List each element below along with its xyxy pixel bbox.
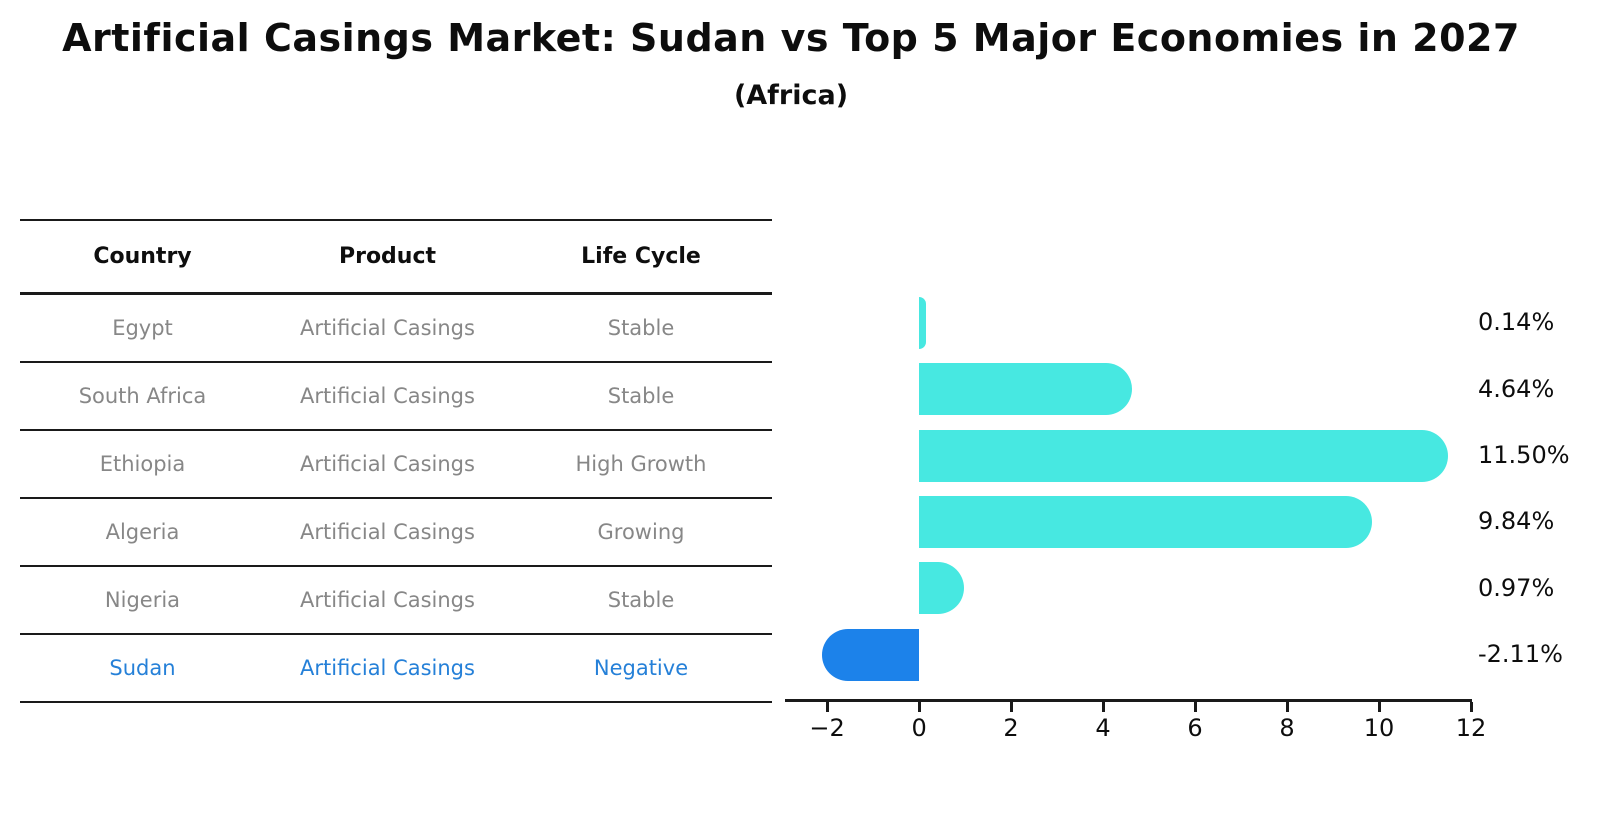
page-subtitle: (Africa) (733, 80, 849, 111)
table-row: Algeria Artificial Casings Growing (20, 498, 772, 567)
x-tick-label: 0 (911, 714, 927, 742)
country-cell: Sudan (20, 634, 265, 703)
country-cell: South Africa (20, 362, 265, 431)
country-cell: Nigeria (20, 566, 265, 635)
product-cell: Artificial Casings (265, 293, 510, 363)
bar-value-label: 4.64% (1478, 374, 1555, 403)
bar-row-algeria (788, 489, 1471, 555)
bar-row-sudan (788, 622, 1471, 688)
table-row: Egypt Artificial Casings Stable (20, 293, 772, 363)
x-tick (1101, 702, 1105, 712)
life-cycle-cell: Stable (510, 362, 772, 431)
bar-row-egypt (788, 290, 1471, 356)
x-tick-label: 10 (1363, 714, 1395, 742)
bar-value-label: -2.11% (1478, 639, 1563, 668)
x-axis-line (785, 699, 1472, 702)
x-tick-label: 6 (1187, 714, 1203, 742)
column-header-life-cycle: Life Cycle (510, 219, 772, 295)
x-tick-label: 12 (1455, 714, 1487, 742)
product-cell: Artificial Casings (265, 566, 510, 635)
country-table: Country Product Life Cycle Egypt Artificial… (20, 219, 772, 703)
product-cell: Artificial Casings (265, 634, 510, 703)
x-tick-label: −2 (809, 714, 845, 742)
x-tick (1377, 702, 1381, 712)
bar-nigeria (919, 562, 964, 615)
column-header-product: Product (265, 219, 510, 295)
bar-value-label: 11.50% (1478, 440, 1570, 469)
bar-row-south-africa (788, 356, 1471, 422)
table-row: South Africa Artificial Casings Stable (20, 362, 772, 431)
table-row: Nigeria Artificial Casings Stable (20, 566, 772, 635)
life-cycle-cell: Stable (510, 293, 772, 363)
x-tick-label: 2 (1003, 714, 1019, 742)
x-tick-label: 8 (1279, 714, 1295, 742)
bar-ethiopia (919, 429, 1448, 482)
country-table-header: Country Product Life Cycle (20, 219, 772, 295)
product-cell: Artificial Casings (265, 430, 510, 499)
x-tick (1193, 702, 1197, 712)
life-cycle-cell: High Growth (510, 430, 772, 499)
bar-sudan (822, 628, 920, 681)
product-cell: Artificial Casings (265, 362, 510, 431)
bar-value-label: 9.84% (1478, 507, 1555, 536)
x-tick (1469, 702, 1473, 712)
bar-row-nigeria (788, 555, 1471, 621)
bar-south-africa (919, 363, 1133, 416)
column-header-country: Country (20, 219, 265, 295)
bar-value-label: 0.97% (1478, 573, 1555, 602)
x-tick-label: 4 (1095, 714, 1111, 742)
country-cell: Algeria (20, 498, 265, 567)
life-cycle-cell: Stable (510, 566, 772, 635)
bar-row-ethiopia (788, 423, 1471, 489)
country-cell: Egypt (20, 293, 265, 363)
x-tick (917, 702, 921, 712)
x-tick (1009, 702, 1013, 712)
bar-chart-plot-area (788, 290, 1471, 688)
country-cell: Ethiopia (20, 430, 265, 499)
table-row: Sudan Artificial Casings Negative (20, 634, 772, 703)
bar-algeria (919, 496, 1372, 549)
bar-value-label: 0.14% (1478, 308, 1555, 337)
x-tick (1285, 702, 1289, 712)
x-tick (825, 702, 829, 712)
life-cycle-cell: Growing (510, 498, 772, 567)
life-cycle-cell: Negative (510, 634, 772, 703)
table-row: Ethiopia Artificial Casings High Growth (20, 430, 772, 499)
bar-egypt (919, 297, 926, 350)
product-cell: Artificial Casings (265, 498, 510, 567)
page-title: Artificial Casings Market: Sudan vs Top … (62, 16, 1520, 60)
